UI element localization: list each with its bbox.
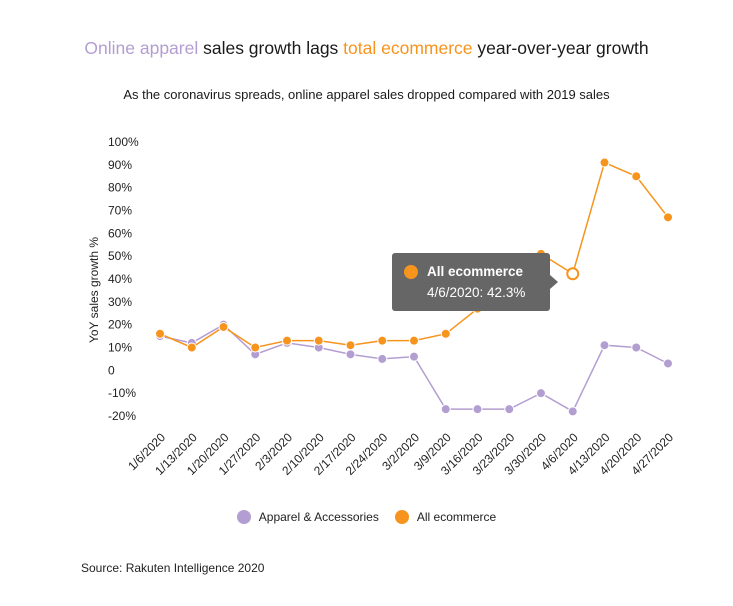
y-tick-label: 20% — [108, 318, 132, 332]
title-apparel: Online apparel — [84, 38, 199, 58]
data-point-ecommerce — [155, 328, 165, 339]
y-tick-label: 90% — [108, 158, 132, 172]
data-point-apparel — [599, 340, 610, 351]
y-tick-label: -20% — [108, 409, 136, 423]
y-tick-label: 50% — [108, 249, 132, 263]
source-note: Source: Rakuten Intelligence 2020 — [81, 561, 265, 575]
y-tick-label: 60% — [108, 226, 132, 240]
data-point-ecommerce — [409, 335, 419, 346]
data-point-ecommerce — [218, 321, 229, 332]
data-point-ecommerce — [566, 267, 580, 281]
y-tick-label: 0 — [108, 363, 115, 377]
title-ecommerce: total ecommerce — [343, 38, 473, 58]
legend-swatch-apparel — [236, 510, 251, 524]
title-middle: sales growth lags — [198, 38, 344, 58]
data-point-ecommerce — [631, 171, 642, 182]
data-point-apparel — [663, 358, 673, 369]
tooltip: All ecommerce 4/6/2020: 42.3% — [392, 253, 550, 311]
data-point-ecommerce — [313, 335, 324, 346]
y-tick-label: 70% — [108, 204, 132, 218]
y-tick-label: -10% — [108, 386, 136, 400]
tooltip-series: All ecommerce — [427, 264, 524, 279]
tooltip-series-dot — [404, 265, 418, 279]
chart-subtitle: As the coronavirus spreads, online appar… — [123, 87, 610, 102]
data-point-apparel — [536, 388, 546, 399]
legend-swatch-ecommerce — [394, 510, 409, 524]
tooltip-arrow — [550, 275, 558, 289]
data-point-apparel — [345, 349, 356, 360]
y-tick-label: 80% — [108, 181, 132, 195]
data-point-ecommerce — [250, 342, 261, 353]
y-tick-label: 40% — [108, 272, 132, 286]
data-point-ecommerce — [377, 335, 388, 346]
y-tick-label: 30% — [108, 295, 132, 309]
data-point-apparel — [567, 406, 578, 417]
y-tick-label: 10% — [108, 341, 132, 355]
data-point-ecommerce — [345, 340, 356, 351]
data-point-ecommerce — [440, 328, 451, 339]
data-point-apparel — [504, 404, 515, 415]
y-axis-label: YoY sales growth % — [87, 237, 101, 343]
legend-item-ecommerce[interactable]: All ecommerce — [394, 510, 497, 524]
data-point-apparel — [409, 351, 419, 362]
title-end: year-over-year growth — [472, 38, 649, 58]
data-point-ecommerce — [186, 342, 197, 353]
data-point-ecommerce — [663, 212, 673, 223]
data-point-ecommerce — [282, 335, 292, 346]
chart-title: Online apparel sales growth lags total e… — [0, 38, 733, 59]
data-point-apparel — [631, 342, 642, 353]
data-point-apparel — [377, 353, 388, 364]
data-point-apparel — [440, 404, 451, 415]
y-tick-label: 100% — [108, 135, 139, 149]
tooltip-value: 4/6/2020: 42.3% — [427, 285, 526, 300]
data-point-apparel — [472, 404, 483, 415]
legend-label-ecommerce: All ecommerce — [416, 510, 497, 524]
legend: Apparel & Accessories All ecommerce — [0, 510, 733, 524]
legend-item-apparel[interactable]: Apparel & Accessories — [236, 510, 379, 524]
data-point-ecommerce — [599, 157, 610, 168]
legend-label-apparel: Apparel & Accessories — [258, 510, 379, 524]
